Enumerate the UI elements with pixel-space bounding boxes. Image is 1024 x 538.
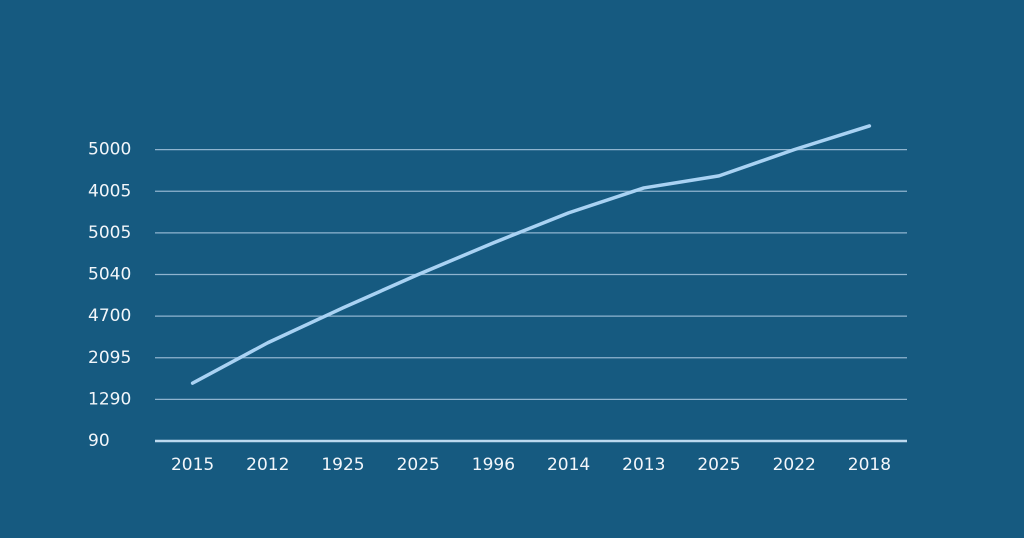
y-tick-label: 4700 (88, 306, 131, 326)
x-tick-label: 2018 (848, 455, 891, 475)
x-tick-label: 2013 (622, 455, 665, 475)
y-tick-label: 4005 (88, 181, 131, 201)
x-tick-label: 1996 (472, 455, 515, 475)
x-tick-label: 2025 (697, 455, 740, 475)
x-tick-label: 2025 (397, 455, 440, 475)
x-tick-label: 2022 (773, 455, 816, 475)
y-tick-label: 90 (88, 431, 110, 451)
y-tick-label: 5005 (88, 223, 131, 243)
x-tick-label: 2012 (246, 455, 289, 475)
x-tick-label: 2015 (171, 455, 214, 475)
x-tick-label: 1925 (321, 455, 364, 475)
line-series (190, 124, 872, 385)
x-tick-label: 2014 (547, 455, 590, 475)
y-tick-label: 1290 (88, 389, 131, 409)
y-tick-label: 5040 (88, 265, 131, 285)
y-tick-label: 5000 (88, 140, 131, 160)
y-tick-label: 2095 (88, 348, 131, 368)
